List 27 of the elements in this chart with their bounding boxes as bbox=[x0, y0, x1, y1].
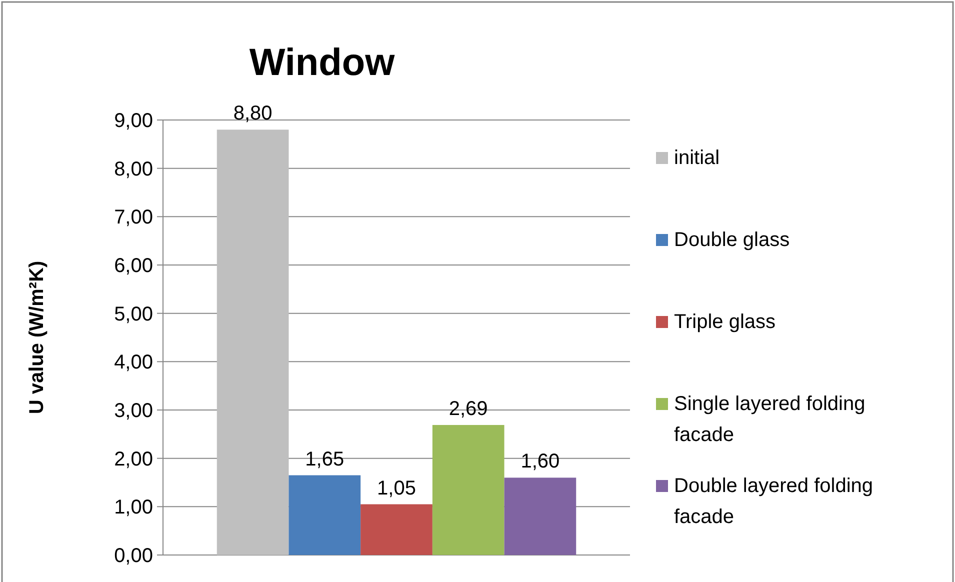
bar bbox=[432, 424, 504, 555]
data-label: 8,80 bbox=[233, 102, 272, 125]
legend-label: Single layered folding facade bbox=[674, 393, 866, 446]
bar bbox=[504, 478, 576, 555]
bar bbox=[360, 504, 432, 555]
data-label: 1,05 bbox=[377, 477, 416, 500]
legend-label: Double layered folding facade bbox=[674, 475, 874, 528]
y-tick-label: 5,00 bbox=[114, 303, 153, 326]
y-axis-title: U value (W/m²K) bbox=[26, 260, 48, 414]
legend-label: Triple glass bbox=[674, 311, 776, 333]
y-tick-label: 8,00 bbox=[114, 158, 153, 180]
y-tick-label: 6,00 bbox=[114, 255, 153, 277]
bar bbox=[216, 130, 289, 555]
y-tick-label: 7,00 bbox=[114, 206, 153, 229]
legend-label: Double glass bbox=[674, 229, 790, 251]
y-tick-label: 4,00 bbox=[114, 352, 153, 374]
y-tick-label: 9,00 bbox=[114, 110, 153, 132]
y-tick-label: 2,00 bbox=[114, 448, 153, 470]
data-label: 1,60 bbox=[520, 450, 560, 473]
bar bbox=[288, 475, 361, 555]
data-label: 2,69 bbox=[448, 398, 488, 420]
data-label: 1,65 bbox=[305, 448, 344, 470]
y-tick-label: 1,00 bbox=[114, 496, 153, 519]
y-tick-label: 0,00 bbox=[114, 545, 153, 567]
y-tick-label: 3,00 bbox=[114, 400, 153, 422]
chart-title: Window bbox=[249, 42, 396, 84]
legend-label: initial bbox=[674, 147, 720, 169]
